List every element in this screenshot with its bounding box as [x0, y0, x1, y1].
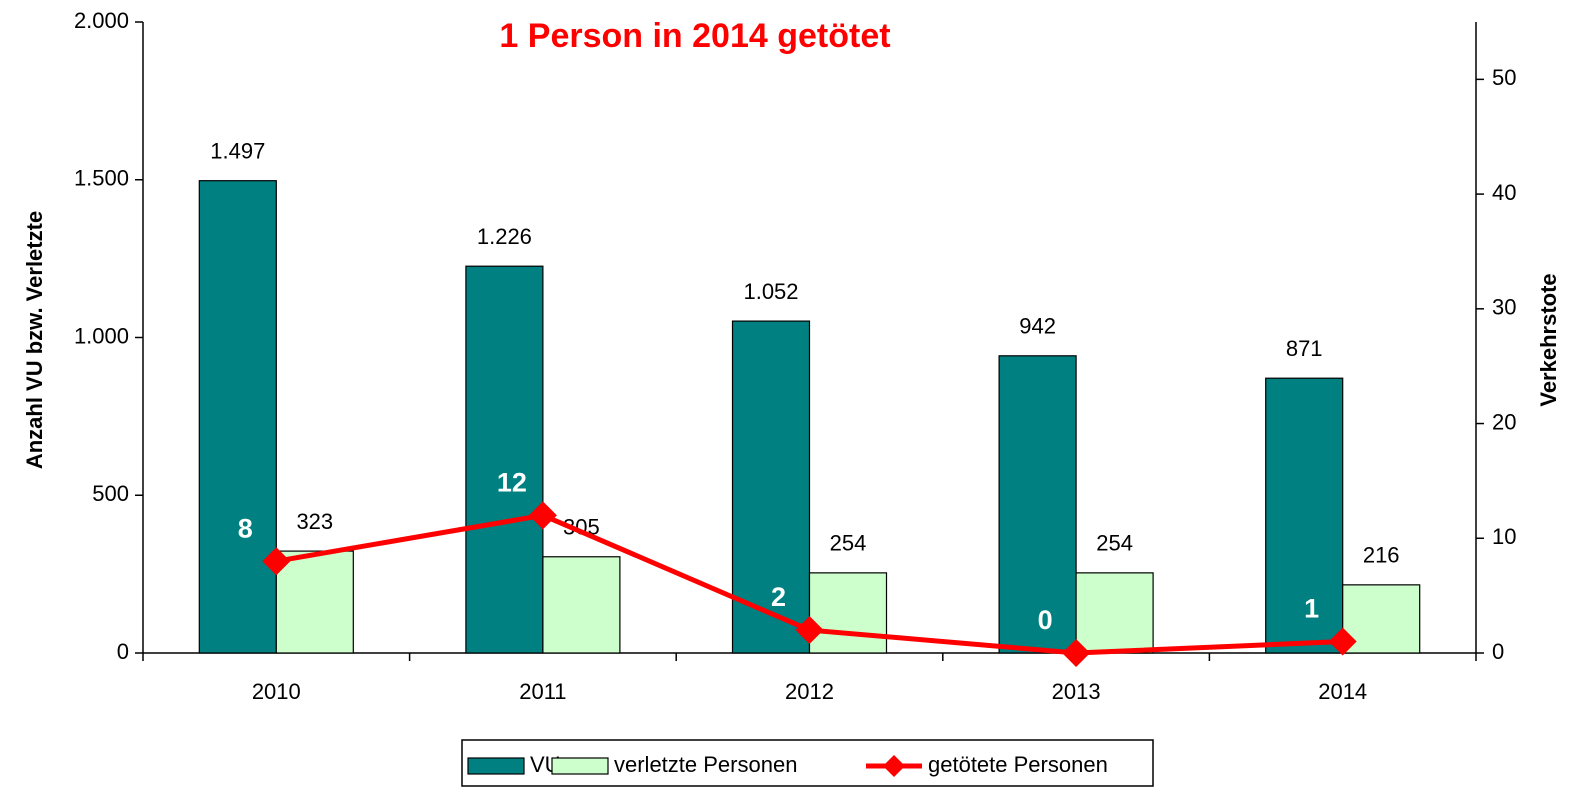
bar-value-label: 942	[1019, 314, 1056, 339]
legend-swatch	[467, 757, 525, 775]
y-tick-label: 2.000	[74, 8, 129, 33]
x-tick-label: 2011	[519, 679, 566, 704]
legend-swatch	[551, 757, 609, 775]
x-tick-label: 2012	[785, 679, 834, 704]
y-tick-label: 500	[92, 481, 129, 506]
bar	[542, 556, 621, 654]
line-marker	[795, 616, 824, 645]
y2-tick-label: 50	[1492, 65, 1516, 90]
y2-axis-label: Verkehrstote	[1536, 273, 1561, 406]
bar	[465, 265, 544, 654]
bar-value-label: 1.052	[743, 279, 798, 304]
bar	[998, 355, 1077, 654]
bar	[1075, 572, 1154, 654]
line-marker	[262, 547, 291, 576]
x-tick-label: 2014	[1318, 679, 1367, 704]
x-tick-label: 2013	[1052, 679, 1101, 704]
bar-value-label: 216	[1363, 543, 1400, 568]
y-tick-label: 0	[117, 639, 129, 664]
bar-value-label: 1.497	[210, 139, 265, 164]
y2-tick-label: 10	[1492, 524, 1516, 549]
bar	[808, 572, 888, 654]
line-value-label: 1	[1304, 594, 1319, 624]
bar-value-label: 323	[296, 509, 333, 534]
chart-title: 1 Person in 2014 getötet	[499, 17, 890, 55]
legend-marker	[883, 755, 905, 777]
bar	[731, 320, 811, 654]
bar-value-label: 254	[1096, 531, 1133, 556]
line-marker	[1062, 639, 1091, 667]
legend: VU verletzte Personen getötete Personen	[461, 739, 1154, 787]
line-value-label: 12	[497, 467, 527, 497]
bar	[198, 180, 277, 654]
x-tick-label: 2010	[252, 679, 301, 704]
legend-label: verletzte Personen	[614, 752, 797, 777]
line-value-label: 8	[238, 513, 253, 543]
bar	[275, 550, 354, 654]
y2-tick-label: 0	[1492, 639, 1504, 664]
line-value-label: 0	[1038, 605, 1053, 635]
y2-tick-label: 40	[1492, 180, 1516, 205]
bar-value-label: 871	[1286, 336, 1323, 361]
bar-value-label: 1.226	[477, 224, 532, 249]
legend-label: getötete Personen	[928, 752, 1108, 777]
y-axis-label: Anzahl VU bzw. Verletzte	[22, 211, 47, 469]
y-tick-label: 1.000	[74, 323, 129, 348]
y2-tick-label: 20	[1492, 409, 1516, 434]
line-marker	[1328, 627, 1357, 656]
line-value-label: 2	[771, 582, 786, 612]
bar	[1265, 377, 1344, 654]
y-tick-label: 1.500	[74, 166, 129, 191]
line-marker	[528, 501, 557, 530]
y2-tick-label: 30	[1492, 295, 1516, 320]
bar-value-label: 254	[830, 531, 867, 556]
